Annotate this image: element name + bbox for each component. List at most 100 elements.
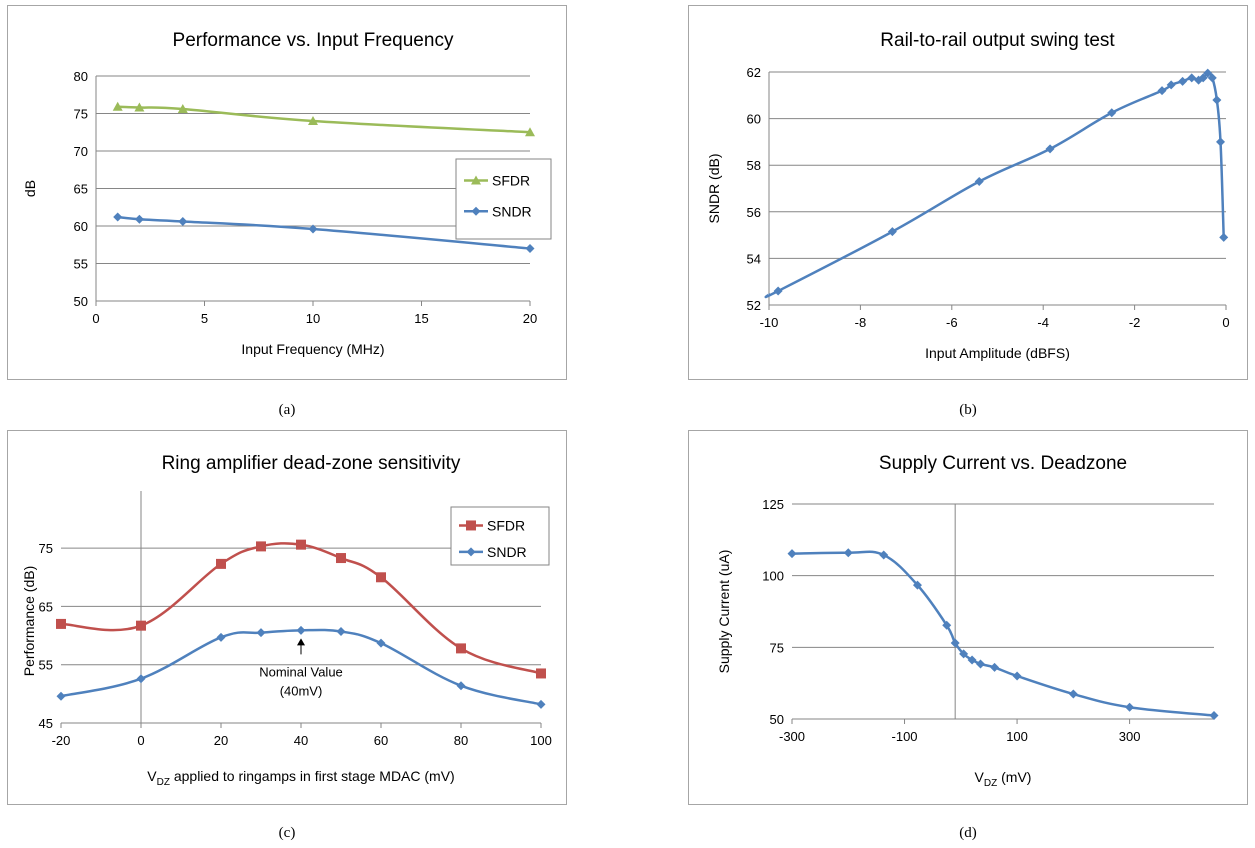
- data-point: [1068, 689, 1078, 699]
- data-point: [376, 638, 386, 648]
- x-tick-label: 0: [92, 311, 99, 326]
- x-tick-label: 0: [1222, 315, 1229, 330]
- x-axis-label: VDZ (mV): [975, 769, 1032, 789]
- data-point: [1045, 144, 1055, 154]
- data-point: [1187, 73, 1197, 83]
- chart-title: Ring amplifier dead-zone sensitivity: [162, 453, 461, 474]
- x-tick-label: 20: [523, 311, 537, 326]
- data-point: [456, 643, 466, 654]
- data-point: [912, 580, 922, 590]
- legend-swatch-marker: [471, 175, 481, 185]
- data-point: [967, 655, 977, 665]
- data-point: [974, 177, 984, 187]
- data-point: [1157, 86, 1167, 96]
- data-point: [1178, 76, 1188, 86]
- annotation-arrow-head: [297, 638, 305, 646]
- y-tick-label: 55: [39, 658, 53, 673]
- y-tick-label: 52: [747, 298, 761, 313]
- caption-d: (d): [959, 825, 977, 841]
- chart-title: Rail-to-rail output swing test: [880, 30, 1115, 51]
- data-point: [1012, 671, 1022, 681]
- y-tick-label: 65: [39, 599, 53, 614]
- y-tick-label: 60: [74, 219, 88, 234]
- data-point: [376, 572, 386, 583]
- data-point: [959, 649, 969, 659]
- data-point: [773, 286, 783, 296]
- chart-b-svg: Rail-to-rail output swing test 52 54 56 58 60…: [706, 30, 1230, 361]
- legend-box: [455, 158, 552, 240]
- series-sfdr: [112, 101, 535, 137]
- data-point: [336, 553, 346, 564]
- caption-a: (a): [278, 402, 296, 418]
- data-point: [843, 548, 853, 558]
- y-axis-label: dB: [22, 180, 38, 197]
- x-tick-label: 0: [137, 733, 144, 748]
- x-axis-label-rest: applied to ringamps in first stage MDAC …: [170, 768, 455, 784]
- y-tick-label: 56: [747, 205, 761, 220]
- series-line: [764, 71, 1225, 299]
- data-point: [536, 699, 546, 709]
- y-tick-label: 50: [770, 712, 784, 727]
- caption-c: (c): [278, 825, 296, 841]
- series-sfdr: [56, 539, 546, 679]
- y-tick-label: 80: [74, 69, 88, 84]
- legend-label: SFDR: [487, 517, 525, 533]
- x-tick-label: 20: [214, 733, 228, 748]
- x-tick-label: -20: [52, 733, 71, 748]
- series-0: [787, 548, 1219, 721]
- annotation-text-line1: Nominal Value: [259, 664, 343, 679]
- data-point: [112, 101, 123, 111]
- y-tick-label: 70: [74, 144, 88, 159]
- x-axis-label: Input Amplitude (dBFS): [925, 345, 1070, 361]
- data-point: [177, 104, 188, 113]
- x-axis-label: VDZ applied to ringamps in first stage M…: [147, 768, 454, 788]
- chart-title: Supply Current vs. Deadzone: [879, 453, 1127, 474]
- y-tick-label: 125: [762, 497, 784, 512]
- data-point: [1216, 137, 1226, 147]
- y-tick-label: 62: [747, 65, 761, 80]
- chart-panel-c: Ring amplifier dead-zone sensitivity 45 55…: [7, 430, 567, 805]
- series-sndr: [56, 625, 546, 709]
- data-point: [336, 626, 346, 636]
- y-tick-label: 50: [74, 294, 88, 309]
- data-point: [536, 668, 546, 679]
- data-point: [216, 632, 226, 642]
- x-tick-label: 40: [294, 733, 308, 748]
- annotation-text-line2: (40mV): [280, 683, 323, 698]
- data-point: [1107, 108, 1117, 118]
- data-point: [296, 539, 306, 550]
- data-point: [216, 558, 226, 569]
- x-axis-label-rest: (mV): [997, 769, 1031, 785]
- series-0: [764, 68, 1229, 299]
- y-tick-label: 60: [747, 112, 761, 127]
- data-point: [296, 625, 306, 635]
- x-tick-label: 100: [530, 733, 552, 748]
- annotation: Nominal Value (40mV): [259, 638, 343, 698]
- data-point: [1207, 73, 1217, 83]
- series-line: [791, 550, 1215, 717]
- data-point: [256, 628, 266, 638]
- legend: SFDR SNDR: [455, 158, 552, 240]
- data-point: [887, 227, 897, 237]
- x-tick-label: -300: [779, 729, 805, 744]
- x-tick-label: -8: [855, 315, 867, 330]
- x-axis-label-sub: DZ: [157, 777, 170, 788]
- legend-label: SNDR: [487, 544, 527, 560]
- data-point: [1166, 80, 1176, 90]
- x-tick-label: 100: [1006, 729, 1028, 744]
- y-tick-label: 100: [762, 569, 784, 584]
- data-point: [879, 550, 889, 560]
- data-point: [456, 681, 466, 691]
- x-tick-label: -4: [1037, 315, 1049, 330]
- data-point: [1209, 711, 1219, 721]
- y-axis-label: SNDR (dB): [706, 153, 722, 223]
- data-point: [975, 659, 985, 669]
- chart-panel-b: Rail-to-rail output swing test 52 54 56 58 60…: [688, 5, 1248, 380]
- data-point: [56, 691, 66, 701]
- data-point: [136, 620, 146, 631]
- legend: SFDR SNDR: [450, 506, 550, 566]
- x-tick-label: -6: [946, 315, 958, 330]
- legend-box: [450, 506, 550, 566]
- chart-panel-a: Performance vs. Input Frequency 50 55 60 65 7…: [7, 5, 567, 380]
- y-axis-label: Supply Current (uA): [716, 550, 732, 674]
